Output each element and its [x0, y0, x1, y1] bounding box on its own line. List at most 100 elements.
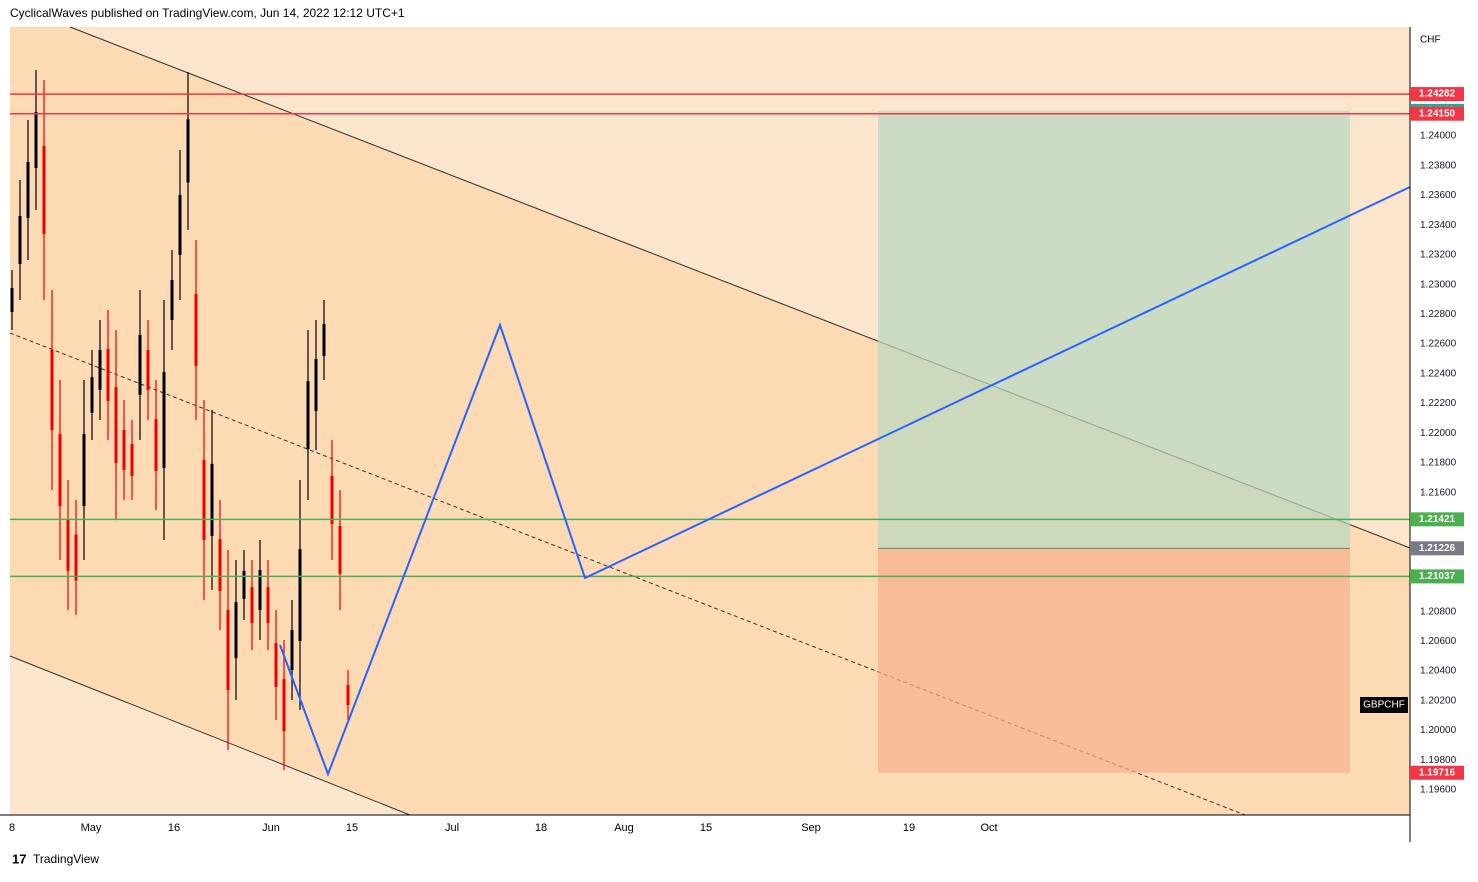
- price-tick-label: 1.24000: [1420, 131, 1457, 142]
- candle-body: [58, 434, 62, 507]
- time-label: 15: [346, 822, 358, 834]
- candle-body: [114, 386, 118, 464]
- time-label: 18: [535, 822, 547, 834]
- candle-body: [98, 350, 102, 391]
- price-badge: [1410, 569, 1464, 584]
- time-label: Aug: [614, 822, 634, 834]
- candle-body: [266, 587, 270, 624]
- time-label: Jun: [262, 822, 280, 834]
- price-badge-label: 1.19716: [1419, 767, 1456, 778]
- time-label: Oct: [980, 822, 997, 834]
- price-badge: [1410, 765, 1464, 780]
- candle-body: [226, 609, 230, 690]
- symbol-label: GBPCHF: [1363, 700, 1405, 711]
- logo: 17: [12, 851, 26, 866]
- time-label: 8: [9, 822, 15, 834]
- candle-body: [258, 569, 262, 611]
- currency-label: CHF: [1420, 35, 1441, 46]
- price-badge-label: 1.24282: [1419, 89, 1456, 100]
- candle-body: [274, 642, 278, 687]
- candle-body: [82, 434, 86, 507]
- candle-body: [122, 429, 126, 470]
- price-badge-label: 1.24150: [1419, 108, 1456, 119]
- price-tick-label: 1.20000: [1420, 725, 1457, 736]
- time-label: 15: [700, 822, 712, 834]
- price-tick-label: 1.23200: [1420, 250, 1457, 261]
- candle-body: [186, 119, 190, 183]
- candle-body: [178, 194, 182, 255]
- price-badge-label: 1.21421: [1419, 514, 1456, 525]
- candle-body: [18, 215, 22, 264]
- candle-body: [290, 630, 294, 671]
- candle-body: [234, 602, 238, 659]
- candle-body: [90, 377, 94, 413]
- candle-body: [130, 444, 134, 477]
- candle-body: [306, 380, 310, 449]
- candle-body: [330, 475, 334, 525]
- price-tick-label: 1.22200: [1420, 398, 1457, 409]
- candle-body: [42, 145, 46, 234]
- candle-body: [162, 371, 166, 468]
- price-tick-label: 1.19800: [1420, 755, 1457, 766]
- price-badge: [1410, 512, 1464, 527]
- projection-path: [279, 186, 1411, 777]
- price-tick-label: 1.21600: [1420, 487, 1457, 498]
- candle-body: [314, 359, 318, 412]
- brand: TradingView: [33, 852, 99, 866]
- candle-body: [202, 459, 206, 541]
- price-badge-label: 1.21037: [1419, 571, 1456, 582]
- candle-body: [170, 280, 174, 321]
- candle-body: [66, 518, 70, 571]
- publish-header: CyclicalWaves published on TradingView.c…: [10, 6, 405, 20]
- price-badge: [1410, 87, 1464, 102]
- price-tick-label: 1.23400: [1420, 220, 1457, 231]
- candle-body: [218, 539, 222, 592]
- price-tick-label: 1.20200: [1420, 695, 1457, 706]
- price-axis: [1410, 27, 1478, 842]
- candle-body: [298, 548, 302, 642]
- profit-zone: [878, 110, 1350, 549]
- candle-body: [210, 463, 214, 536]
- price-badge-label: 1.21226: [1419, 543, 1456, 554]
- time-label: Jul: [445, 822, 459, 834]
- price-badge: [1410, 106, 1464, 121]
- price-tick-label: 1.19600: [1420, 785, 1457, 796]
- candle-body: [338, 526, 342, 575]
- price-tick-label: 1.20400: [1420, 666, 1457, 677]
- channel-mid: [9, 332, 1246, 816]
- candle-body: [50, 350, 54, 431]
- price-tick-label: 1.22400: [1420, 368, 1457, 379]
- candle-body: [74, 534, 78, 581]
- candle-body: [10, 288, 14, 312]
- time-label: May: [81, 822, 102, 834]
- price-tick-label: 1.20800: [1420, 606, 1457, 617]
- price-tick-label: 1.22800: [1420, 309, 1457, 320]
- candle-body: [194, 294, 198, 367]
- candle-body: [106, 349, 110, 401]
- price-tick-label: 1.23000: [1420, 279, 1457, 290]
- price-tick-label: 1.21800: [1420, 458, 1457, 469]
- candle-body: [282, 679, 286, 732]
- price-tick-label: 1.23800: [1420, 160, 1457, 171]
- price-tick-label: 1.20600: [1420, 636, 1457, 647]
- channel-lower: [9, 655, 411, 816]
- candle-body: [34, 112, 38, 169]
- candle-body: [250, 587, 254, 624]
- time-label: Sep: [801, 822, 821, 834]
- price-tick-label: 1.22000: [1420, 428, 1457, 439]
- time-label: 16: [168, 822, 180, 834]
- price-badge: [1410, 541, 1464, 556]
- candle-body: [242, 570, 246, 599]
- symbol-badge: [1360, 697, 1408, 713]
- time-label: 19: [903, 822, 915, 834]
- time-axis: [0, 815, 1410, 842]
- candle-body: [138, 334, 142, 395]
- loss-zone: [878, 548, 1350, 773]
- price-tick-label: 1.22600: [1420, 339, 1457, 350]
- candle-body: [346, 685, 350, 706]
- price-tick-label: 1.23600: [1420, 190, 1457, 201]
- candle-body: [322, 323, 326, 357]
- candle-body: [146, 350, 150, 391]
- candle-body: [26, 161, 30, 218]
